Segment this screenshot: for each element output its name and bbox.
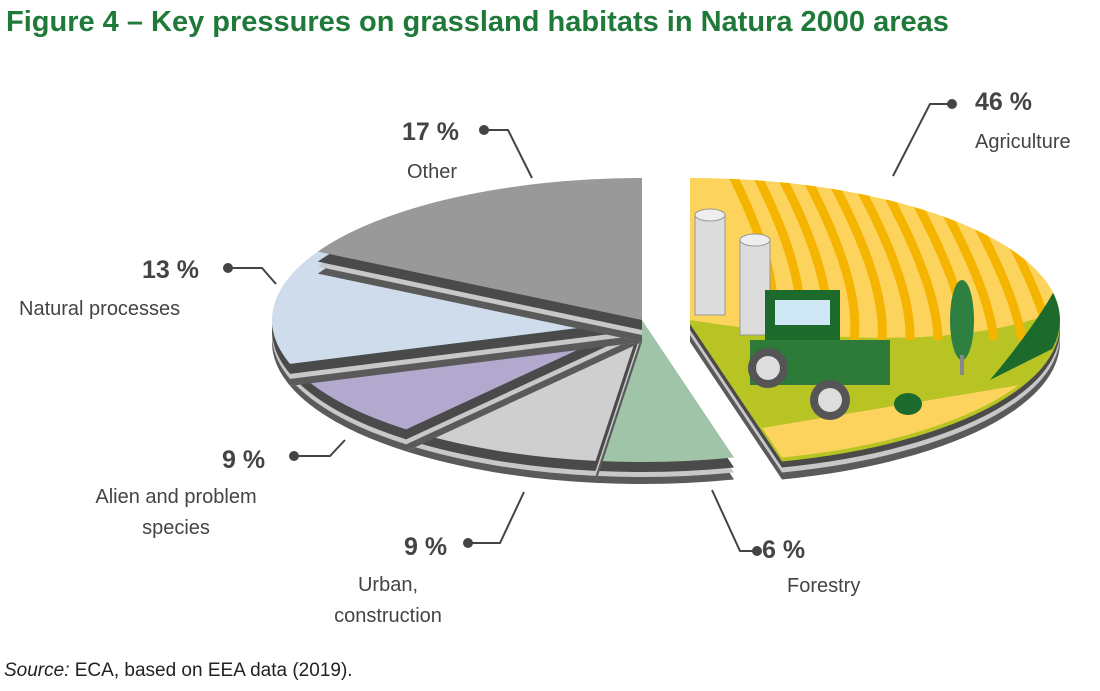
leader-dot-forestry xyxy=(752,546,762,556)
source-text: ECA, based on EEA data (2019). xyxy=(69,660,353,681)
label-forestry: Forestry xyxy=(787,575,861,597)
leader-lines xyxy=(223,99,957,556)
pct-urban: 9 % xyxy=(404,533,448,561)
slice-top xyxy=(317,178,642,320)
label-alien: Alien and problem species xyxy=(95,486,257,539)
silo-icon xyxy=(694,214,726,316)
label-natural: Natural processes xyxy=(19,298,181,320)
leader-urban xyxy=(470,491,525,544)
source-prefix: Source: xyxy=(4,660,70,681)
bush-icon xyxy=(894,393,922,415)
leader-dot-natural xyxy=(223,263,233,273)
leader-dot-alien xyxy=(289,451,299,461)
leader-alien xyxy=(296,439,346,457)
pct-forestry: 6 % xyxy=(762,536,806,564)
leader-agriculture xyxy=(892,103,950,177)
hedge xyxy=(990,280,1061,380)
crop-row xyxy=(846,178,915,341)
leader-dot-other xyxy=(479,125,489,135)
slice-other xyxy=(317,178,642,342)
source-note: Source: ECA, based on EEA data (2019). xyxy=(4,660,353,682)
leader-dot-urban xyxy=(463,538,473,548)
tractor-icon xyxy=(748,290,890,420)
leader-dot-agriculture xyxy=(947,99,957,109)
label-urban: Urban, construction xyxy=(334,574,442,627)
crop-row xyxy=(798,178,860,341)
slice-top xyxy=(595,320,735,462)
tree-icon xyxy=(950,280,974,360)
figure-title: Figure 4 – Key pressures on grassland ha… xyxy=(6,6,949,38)
leader-forestry xyxy=(711,489,755,552)
slice-natural-processes xyxy=(272,251,642,386)
crop-row xyxy=(822,178,887,341)
leader-other xyxy=(486,129,533,179)
pct-agriculture: 46 % xyxy=(975,88,1032,116)
slice-agriculture xyxy=(690,178,1061,480)
label-agriculture: Agriculture xyxy=(975,131,1071,153)
slice-forestry xyxy=(595,320,735,484)
label-other: Other xyxy=(407,161,458,183)
pct-other: 17 % xyxy=(402,118,459,146)
leader-natural xyxy=(230,267,277,285)
pct-natural: 13 % xyxy=(142,256,199,284)
pct-alien: 9 % xyxy=(222,446,266,474)
